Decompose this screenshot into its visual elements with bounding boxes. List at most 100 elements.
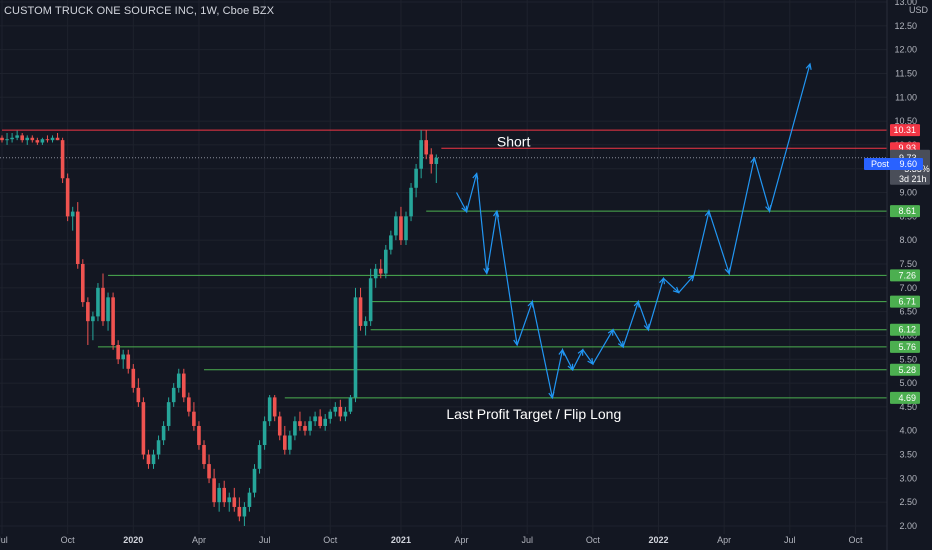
time-tick-label: Oct bbox=[586, 535, 601, 545]
candle-body bbox=[187, 397, 191, 412]
level-tag-5.28-bg bbox=[890, 363, 920, 376]
candle-body bbox=[5, 139, 9, 141]
last-price-label: 9.73 bbox=[899, 153, 917, 163]
candle-body bbox=[257, 445, 262, 469]
level-tag-7.26-label: 7.26 bbox=[898, 270, 916, 280]
candle-body bbox=[338, 406, 343, 417]
currency-label: USD bbox=[908, 5, 928, 15]
time-axis[interactable]: Jul Oct 2020 Apr Jul Oct 2021 Apr Jul Oct 2022 Apr J… bbox=[0, 535, 863, 545]
candle-body bbox=[313, 416, 317, 422]
candle-body bbox=[81, 264, 85, 303]
candle-body bbox=[343, 411, 348, 417]
candle-body bbox=[252, 468, 257, 493]
candle-body bbox=[267, 397, 272, 422]
price-tick-label: 12.50 bbox=[894, 21, 917, 31]
candle-body bbox=[202, 445, 206, 465]
time-tick-label: Oct bbox=[848, 535, 863, 545]
candle-body bbox=[0, 137, 4, 141]
price-tick-label: 13.00 bbox=[894, 0, 917, 7]
time-tick-label: Oct bbox=[61, 535, 76, 545]
candle-body bbox=[151, 454, 156, 465]
candle-body bbox=[156, 440, 161, 455]
projection-arrowhead bbox=[704, 209, 711, 218]
level-tag-7.26: 7.26 bbox=[890, 269, 920, 282]
candle-body bbox=[262, 421, 267, 446]
candle-body bbox=[328, 411, 333, 419]
candle-body bbox=[141, 402, 146, 455]
price-tick-label: 3.50 bbox=[899, 450, 917, 460]
candle-body bbox=[131, 368, 136, 388]
candle-body bbox=[242, 506, 247, 517]
price-tick-label: 9.00 bbox=[899, 188, 917, 198]
candle-body bbox=[45, 139, 50, 141]
projection-arrowhead bbox=[765, 205, 772, 213]
price-tick-label: 7.50 bbox=[899, 259, 917, 269]
chart-title: CUSTOM TRUCK ONE SOURCE INC, 1W, Cboe BZ… bbox=[4, 5, 275, 17]
candle-body bbox=[111, 297, 115, 345]
projection-arrowhead bbox=[567, 363, 574, 372]
projection-arrowhead bbox=[643, 323, 650, 331]
candle-body bbox=[399, 216, 403, 241]
projection-arrowhead bbox=[805, 62, 812, 70]
candle-body bbox=[86, 302, 90, 322]
annotations: Short Last Profit Target / Flip Long bbox=[446, 133, 621, 421]
candle-body bbox=[247, 492, 252, 507]
candle-body bbox=[207, 464, 211, 479]
candlestick-series bbox=[0, 130, 439, 526]
level-tag-6.71: 6.71 bbox=[890, 295, 920, 308]
candle-body bbox=[60, 140, 65, 179]
time-tick-label: Jul bbox=[521, 535, 533, 545]
post-market-tag-bg bbox=[864, 157, 923, 170]
candle-body bbox=[333, 406, 338, 412]
candle-body bbox=[65, 178, 70, 217]
projection-arrowhead bbox=[577, 348, 584, 356]
price-tick-label: 3.00 bbox=[899, 473, 917, 483]
candle-body bbox=[20, 135, 24, 141]
candle-body bbox=[222, 487, 226, 503]
candle-body bbox=[217, 487, 221, 503]
candle-body bbox=[212, 478, 216, 503]
projection-arrowhead bbox=[750, 156, 757, 164]
level-tag-4.69-bg bbox=[890, 391, 920, 404]
level-tag-6.12: 6.12 bbox=[890, 323, 920, 336]
price-tick-label: 4.50 bbox=[899, 402, 917, 412]
candle-body bbox=[363, 321, 368, 326]
projection-arrowhead bbox=[633, 300, 640, 308]
time-tick-label: 2020 bbox=[123, 535, 143, 545]
price-tick-label: 5.00 bbox=[899, 378, 917, 388]
candle-body bbox=[106, 297, 110, 322]
time-tick-label: 2022 bbox=[648, 535, 668, 545]
price-tick-label: 7.00 bbox=[899, 283, 917, 293]
candle-body bbox=[227, 497, 232, 503]
price-tick-label: 10.50 bbox=[894, 116, 917, 126]
projection-path bbox=[455, 62, 812, 400]
grid-lines bbox=[0, 0, 887, 534]
price-tick-label: 4.00 bbox=[899, 426, 917, 436]
time-tick-label: Jul bbox=[0, 535, 8, 545]
candle-body bbox=[15, 135, 19, 138]
candle-body bbox=[232, 497, 237, 507]
price-tick-label: 6.50 bbox=[899, 307, 917, 317]
projection-arrowhead bbox=[483, 267, 490, 275]
candle-body bbox=[171, 387, 176, 403]
candle-body bbox=[318, 416, 322, 426]
candle-body bbox=[429, 154, 434, 164]
projection-line bbox=[455, 63, 811, 399]
price-tick-label: 11.50 bbox=[895, 68, 917, 78]
level-tag-6.12-bg bbox=[890, 323, 920, 336]
projection-arrowhead bbox=[659, 276, 666, 285]
projection-arrowhead bbox=[672, 286, 680, 294]
time-tick-label: Jul bbox=[784, 535, 796, 545]
candle-body bbox=[358, 297, 363, 326]
candle-body bbox=[303, 425, 307, 431]
candle-body bbox=[166, 402, 171, 426]
projection-arrowhead bbox=[548, 391, 555, 400]
candle-body bbox=[197, 425, 201, 446]
candle-body bbox=[101, 287, 105, 322]
projection-arrowhead bbox=[607, 328, 614, 336]
candle-body bbox=[182, 373, 186, 398]
annotation-text: Last Profit Target / Flip Long bbox=[446, 406, 621, 422]
candle-body bbox=[55, 137, 60, 141]
candle-body bbox=[384, 249, 388, 274]
